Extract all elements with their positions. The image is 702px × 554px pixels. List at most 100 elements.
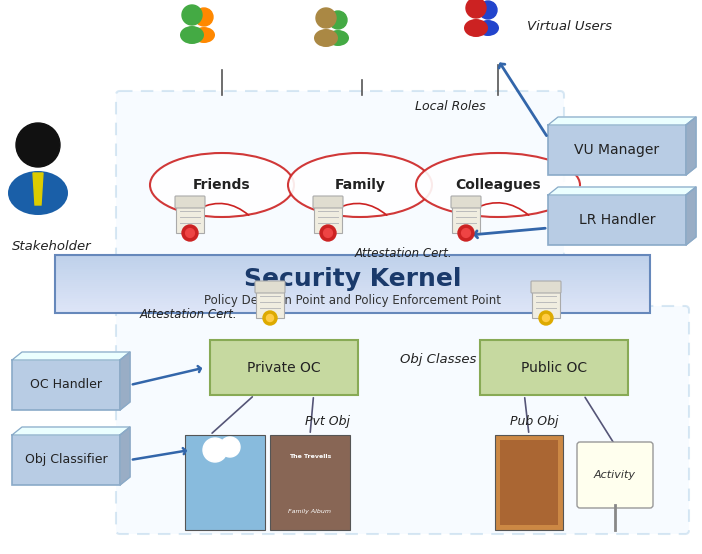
Bar xyxy=(210,340,358,395)
Bar xyxy=(55,296,650,298)
Text: Colleagues: Colleagues xyxy=(455,178,541,192)
Bar xyxy=(55,257,650,259)
Bar xyxy=(55,266,650,269)
Bar xyxy=(55,278,650,281)
Circle shape xyxy=(479,1,497,19)
Ellipse shape xyxy=(477,20,499,36)
Polygon shape xyxy=(33,173,43,205)
Bar xyxy=(55,294,650,296)
Circle shape xyxy=(267,315,274,321)
Bar xyxy=(55,282,650,285)
Ellipse shape xyxy=(464,19,488,37)
FancyBboxPatch shape xyxy=(577,442,653,508)
FancyBboxPatch shape xyxy=(451,196,481,208)
Circle shape xyxy=(263,311,277,325)
Bar xyxy=(55,290,650,292)
Text: Pvt Obj: Pvt Obj xyxy=(305,415,350,428)
Ellipse shape xyxy=(193,27,215,43)
FancyBboxPatch shape xyxy=(531,281,561,293)
Text: Policy Decision Point and Policy Enforcement Point: Policy Decision Point and Policy Enforce… xyxy=(204,294,501,307)
Bar xyxy=(185,435,265,530)
Text: Attestation Cert.: Attestation Cert. xyxy=(140,308,237,321)
Bar xyxy=(185,435,265,465)
Ellipse shape xyxy=(314,29,338,47)
FancyBboxPatch shape xyxy=(116,91,564,284)
Bar xyxy=(55,273,650,275)
Text: Family: Family xyxy=(335,178,385,192)
Text: OC Handler: OC Handler xyxy=(30,378,102,392)
Ellipse shape xyxy=(8,171,68,215)
Circle shape xyxy=(543,315,550,321)
Circle shape xyxy=(185,229,194,238)
Polygon shape xyxy=(548,187,696,195)
Bar xyxy=(55,269,650,271)
Circle shape xyxy=(329,11,347,29)
Bar xyxy=(55,304,650,306)
Polygon shape xyxy=(686,117,696,175)
Text: Attestation Cert.: Attestation Cert. xyxy=(355,247,453,260)
Bar xyxy=(55,255,650,258)
Bar xyxy=(480,340,628,395)
FancyBboxPatch shape xyxy=(532,286,560,318)
Bar xyxy=(12,360,120,410)
FancyBboxPatch shape xyxy=(176,201,204,233)
Bar xyxy=(500,440,558,525)
Circle shape xyxy=(203,438,227,462)
Bar xyxy=(55,307,650,310)
Bar xyxy=(55,288,650,290)
Text: Activity: Activity xyxy=(594,470,636,480)
Polygon shape xyxy=(120,427,130,485)
Bar xyxy=(55,297,650,300)
Bar xyxy=(55,276,650,279)
FancyBboxPatch shape xyxy=(175,196,205,208)
Bar xyxy=(55,309,650,311)
Bar xyxy=(548,125,686,175)
Circle shape xyxy=(320,225,336,241)
Circle shape xyxy=(182,225,198,241)
Text: Virtual Users: Virtual Users xyxy=(527,20,612,33)
Polygon shape xyxy=(686,187,696,245)
Bar xyxy=(495,435,563,530)
Circle shape xyxy=(466,0,486,18)
Text: The Trevells: The Trevells xyxy=(289,454,331,459)
Circle shape xyxy=(220,437,240,457)
Polygon shape xyxy=(12,352,130,360)
Bar xyxy=(12,435,120,485)
Circle shape xyxy=(324,229,333,238)
Circle shape xyxy=(16,123,60,167)
Bar xyxy=(55,300,650,302)
Circle shape xyxy=(539,311,553,325)
Bar xyxy=(548,195,686,245)
Text: LR Handler: LR Handler xyxy=(578,213,655,227)
Text: Friends: Friends xyxy=(193,178,251,192)
Bar xyxy=(55,265,650,267)
Text: Obj Classifier: Obj Classifier xyxy=(25,454,107,466)
Bar xyxy=(55,259,650,261)
Bar xyxy=(55,286,650,289)
Text: Private OC: Private OC xyxy=(247,361,321,375)
FancyBboxPatch shape xyxy=(255,281,285,293)
Text: Family Album: Family Album xyxy=(289,510,331,515)
Circle shape xyxy=(182,5,202,25)
Bar xyxy=(55,280,650,283)
Ellipse shape xyxy=(180,26,204,44)
FancyBboxPatch shape xyxy=(116,306,689,534)
Text: Pub Obj: Pub Obj xyxy=(510,415,559,428)
Text: Stakeholder: Stakeholder xyxy=(12,240,92,253)
FancyBboxPatch shape xyxy=(314,201,342,233)
Polygon shape xyxy=(12,427,130,435)
Circle shape xyxy=(462,229,470,238)
Bar xyxy=(55,284,650,286)
Polygon shape xyxy=(120,352,130,410)
Circle shape xyxy=(458,225,474,241)
Bar xyxy=(55,270,650,273)
Text: Security Kernel: Security Kernel xyxy=(244,268,461,291)
Text: Obj Classes: Obj Classes xyxy=(400,353,477,367)
Bar xyxy=(55,292,650,294)
FancyBboxPatch shape xyxy=(313,196,343,208)
Bar xyxy=(55,261,650,263)
Bar xyxy=(55,263,650,265)
FancyBboxPatch shape xyxy=(452,201,480,233)
Polygon shape xyxy=(548,117,696,125)
Bar xyxy=(270,435,350,530)
